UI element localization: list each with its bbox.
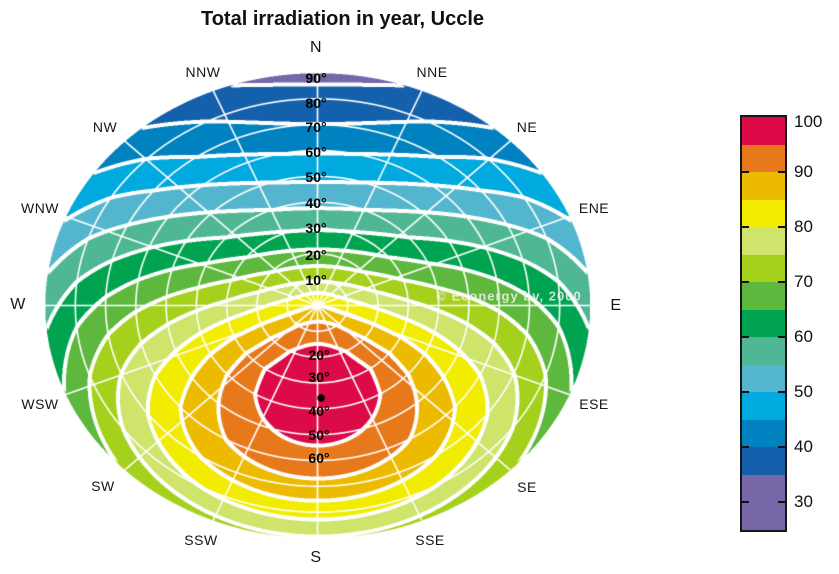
colorbar-tick-label-100: 100 [794, 112, 823, 131]
chart-title: Total irradiation in year, Uccle [200, 8, 485, 30]
tilt-label-bottom-60: 60° [308, 450, 330, 466]
compass-label-ese: ESE [579, 396, 609, 412]
colorbar-tick-label-60: 60 [794, 327, 813, 347]
compass-label-se: SE [517, 479, 537, 495]
colorbar-tick-label-40: 40 [794, 437, 813, 457]
colorbar-tick-label-30: 30 [794, 492, 813, 512]
colorbar-band-25-35 [742, 474, 785, 530]
colorbar-band-80-85 [742, 199, 785, 228]
tilt-label-bottom-50: 50° [308, 427, 330, 443]
tilt-label-top-20: 20° [305, 247, 327, 263]
colorbar-band-50-55 [742, 364, 785, 393]
colorbar-tick-mark [778, 226, 785, 229]
colorbar-tick-mark [742, 391, 749, 394]
colorbar-band-75-80 [742, 227, 785, 255]
colorbar-tick-mark [778, 391, 785, 394]
watermark: © Econergy bv, 2000 [436, 288, 582, 304]
tilt-label-bottom-30: 30° [308, 369, 330, 385]
colorbar-tick-label-90: 90 [794, 162, 813, 182]
compass-label-ne: NE [516, 119, 538, 135]
tilt-label-top-30: 30° [305, 220, 327, 236]
colorbar-band-45-50 [742, 392, 785, 420]
colorbar-band-70-75 [742, 254, 785, 283]
colorbar-tick-mark [778, 171, 785, 174]
colorbar [740, 115, 787, 532]
colorbar-band-85-90 [742, 172, 785, 200]
colorbar-band-35-40 [742, 447, 785, 475]
tilt-label-top-50: 50° [305, 169, 327, 185]
compass-label-w: W [10, 296, 26, 313]
colorbar-tick-label-70: 70 [794, 272, 813, 292]
tilt-label-top-40: 40° [305, 195, 327, 211]
tilt-label-top-60: 60° [305, 144, 327, 160]
tilt-label-top-80: 80° [305, 95, 327, 111]
colorbar-tick-mark [742, 501, 749, 504]
colorbar-tick-mark [778, 501, 785, 504]
colorbar-band-90-95 [742, 144, 785, 173]
compass-label-nne: NNE [416, 64, 448, 80]
colorbar-tick-mark [778, 446, 785, 449]
compass-label-sse: SSE [415, 532, 445, 548]
compass-label-wsw: WSW [21, 396, 59, 412]
colorbar-tick-label-80: 80 [794, 217, 813, 237]
colorbar-band-40-45 [742, 419, 785, 448]
compass-label-wnw: WNW [20, 200, 60, 216]
colorbar-tick-mark [778, 281, 785, 284]
colorbar-band-55-60 [742, 337, 785, 365]
tilt-label-bottom-40: 40° [308, 403, 330, 419]
compass-label-s: S [310, 549, 322, 566]
compass-label-e: E [610, 297, 622, 314]
compass-label-sw: SW [91, 478, 115, 494]
colorbar-tick-mark [742, 336, 749, 339]
colorbar-band-65-70 [742, 282, 785, 310]
colorbar-band-60-65 [742, 309, 785, 338]
compass-label-nw: NW [92, 119, 118, 135]
colorbar-tick-mark [742, 171, 749, 174]
colorbar-band-95-100 [742, 117, 785, 145]
colorbar-tick-mark [742, 281, 749, 284]
compass-label-nnw: NNW [185, 64, 221, 80]
colorbar-tick-label-50: 50 [794, 382, 813, 402]
compass-label-ssw: SSW [184, 532, 218, 548]
colorbar-tick-mark [742, 226, 749, 229]
colorbar-tick-mark [742, 446, 749, 449]
tilt-label-top-70: 70° [305, 119, 327, 135]
compass-label-n: N [309, 39, 323, 56]
compass-label-ene: ENE [578, 200, 610, 216]
colorbar-tick-mark [778, 336, 785, 339]
tilt-label-top-90: 90° [305, 70, 327, 86]
tilt-label-top-10: 10° [305, 272, 327, 288]
tilt-label-bottom-20: 20° [308, 347, 330, 363]
